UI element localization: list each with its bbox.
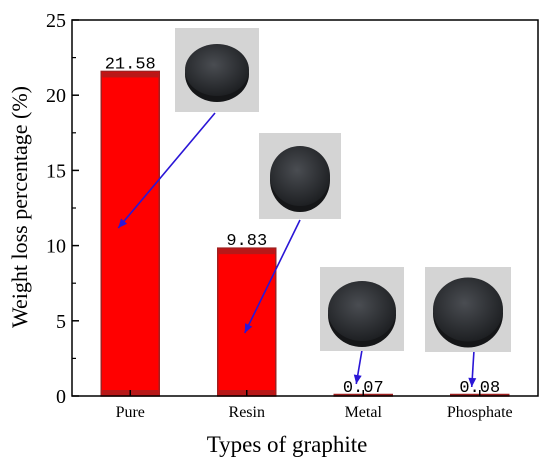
- arrow-head: [468, 377, 477, 387]
- y-axis-title: Weight loss percentage (%): [7, 86, 32, 328]
- data-label-pure: 21.58: [105, 55, 156, 74]
- graphite-disk: [328, 281, 396, 341]
- phosphate-sample-photo: [425, 267, 511, 352]
- arrow-line: [244, 219, 301, 334]
- y-tick-label: 20: [46, 85, 66, 107]
- y-tick-label: 25: [46, 10, 66, 32]
- labels-layer: 21.58 9.83 0.07 0.08: [105, 55, 500, 398]
- x-tick-label-metal: Metal: [345, 404, 383, 421]
- bar-resin: [217, 247, 277, 397]
- data-label-resin: 9.83: [226, 232, 267, 251]
- bar-top-edge: [102, 72, 159, 78]
- y-tick-label: 15: [46, 160, 66, 182]
- bar-fill: [100, 70, 160, 397]
- arrow-head: [244, 323, 253, 333]
- arrow-head: [118, 218, 128, 228]
- bar-top-edge: [218, 249, 275, 255]
- arrows-layer: [117, 112, 477, 388]
- y-tick-label: 10: [46, 236, 66, 258]
- arrow-to-resin: [244, 219, 301, 334]
- photos-layer: [175, 28, 511, 352]
- arrow-to-metal: [353, 349, 363, 385]
- y-tick-label: 0: [56, 386, 66, 408]
- bar-fill: [217, 247, 277, 397]
- x-tick-label-pure: Pure: [116, 404, 145, 421]
- resin-sample-photo: [259, 133, 341, 219]
- arrow-to-phosphate: [468, 349, 477, 388]
- data-label-metal: 0.07: [343, 379, 384, 398]
- bar-pure: [100, 70, 160, 397]
- graphite-disk: [433, 277, 503, 342]
- x-tick-label-phosphate: Phosphate: [447, 404, 513, 421]
- x-tick-label-resin: Resin: [229, 404, 265, 421]
- arrow-to-pure: [117, 112, 216, 229]
- arrow-head: [353, 374, 362, 384]
- x-axis-title: Types of graphite: [207, 432, 368, 457]
- metal-sample-photo: [320, 267, 404, 351]
- y-tick-label: 5: [56, 311, 66, 333]
- data-label-phosphate: 0.08: [459, 379, 500, 398]
- pure-sample-photo: [175, 28, 259, 112]
- graphite-disk: [185, 44, 249, 96]
- arrow-line: [117, 112, 216, 229]
- graphite-disk: [270, 146, 330, 206]
- axes-layer: 0 5 10 15 20 25 Pure Resin Metal Phosphate: [46, 10, 539, 421]
